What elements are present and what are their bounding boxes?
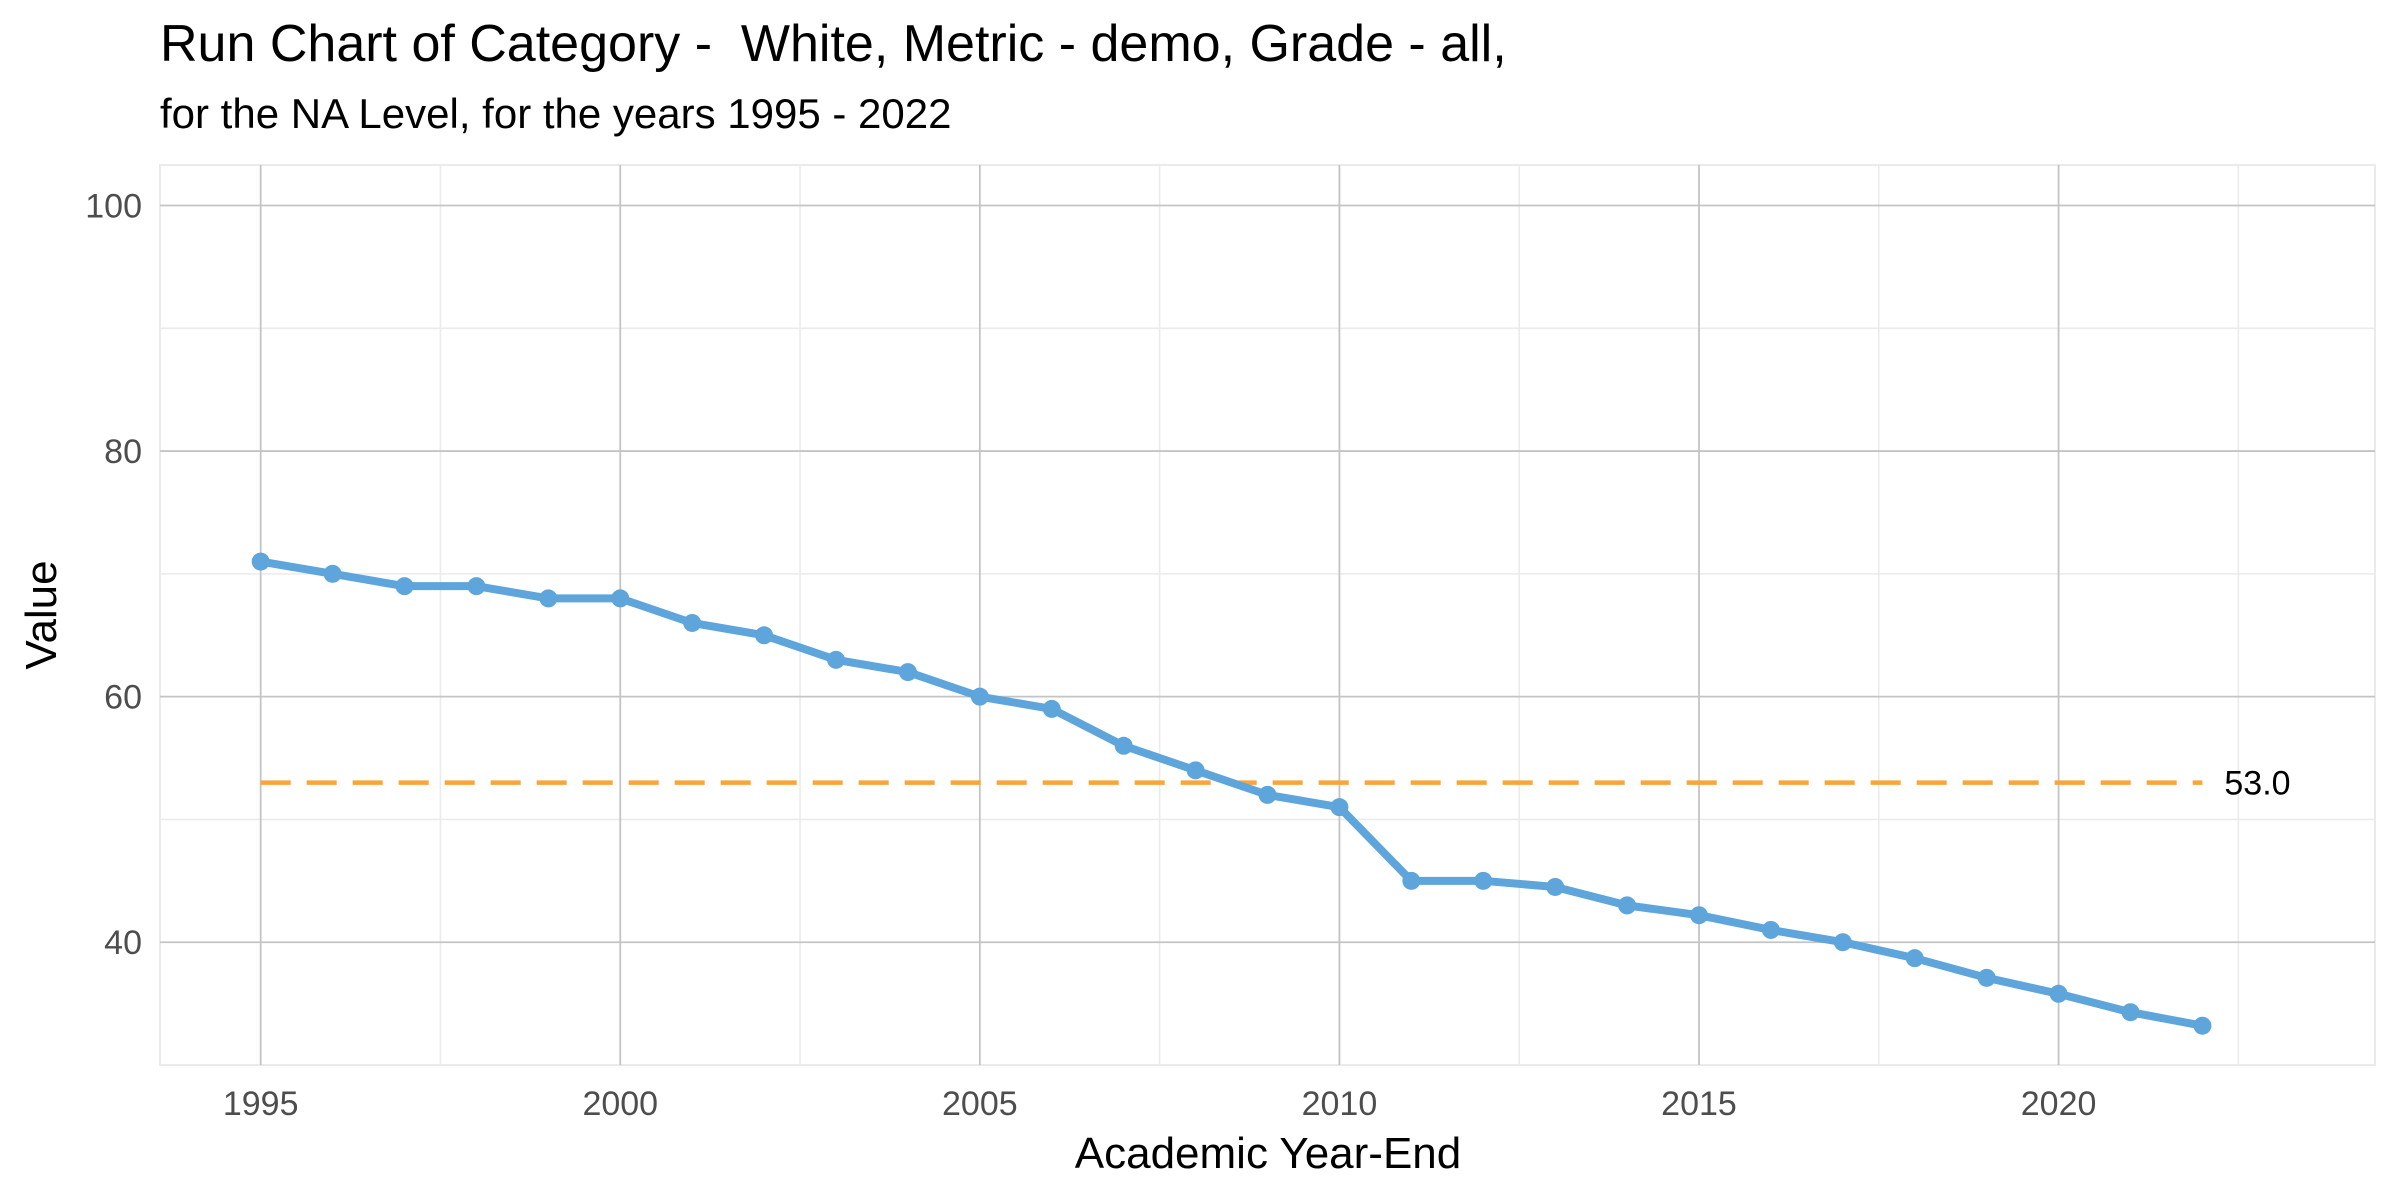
data-point: [2049, 984, 2068, 1003]
data-point: [1402, 871, 1421, 890]
data-point: [898, 663, 917, 682]
x-tick-label: 2010: [1302, 1085, 1378, 1123]
y-tick-labels: 40 60 80 100: [85, 188, 142, 963]
data-point: [1977, 968, 1996, 987]
x-tick-label: 2015: [1661, 1085, 1737, 1123]
major-gridlines: [160, 165, 2375, 1065]
y-tick-label: 40: [104, 924, 142, 962]
x-tick-labels: 1995 2000 2005 2010 2015 2020: [223, 1085, 2097, 1123]
data-point: [827, 650, 846, 669]
y-tick-label: 100: [85, 188, 142, 226]
data-point: [467, 577, 486, 596]
x-tick-label: 2005: [942, 1085, 1018, 1123]
data-point: [1833, 933, 1852, 952]
data-point: [611, 589, 630, 608]
data-point: [1474, 871, 1493, 890]
data-point: [1186, 761, 1205, 780]
data-point: [1905, 949, 1924, 968]
plot-panel: [159, 164, 2376, 1066]
data-point: [395, 577, 414, 596]
data-point: [1330, 798, 1349, 817]
data-point: [1042, 699, 1061, 718]
data-point: [323, 564, 342, 583]
series-line: [256, 557, 2207, 1030]
reference-line-label: 53.0: [2224, 765, 2290, 803]
data-point: [1618, 896, 1637, 915]
data-point: [1546, 877, 1565, 896]
chart-subtitle: for the NA Level, for the years 1995 - 2…: [160, 90, 952, 137]
data-point: [2193, 1016, 2212, 1035]
data-point: [1761, 920, 1780, 939]
data-point: [1114, 736, 1133, 755]
x-tick-label: 2000: [582, 1085, 658, 1123]
x-axis-title: Academic Year-End: [1075, 1129, 1461, 1178]
minor-gridlines: [160, 165, 2375, 1065]
x-tick-label: 1995: [223, 1085, 299, 1123]
data-point: [970, 687, 989, 706]
data-point: [2121, 1003, 2140, 1022]
x-tick-label: 2020: [2021, 1085, 2097, 1123]
data-point: [539, 589, 558, 608]
y-tick-label: 80: [104, 433, 142, 471]
data-point: [683, 613, 702, 632]
chart-title: Run Chart of Category - White, Metric - …: [160, 15, 1507, 73]
data-point: [251, 552, 270, 571]
series-group: [251, 552, 2212, 1035]
data-point: [1689, 906, 1708, 925]
y-axis-title: Value: [17, 560, 66, 669]
data-point: [755, 626, 774, 645]
y-tick-label: 60: [104, 679, 142, 717]
data-point: [1258, 785, 1277, 804]
